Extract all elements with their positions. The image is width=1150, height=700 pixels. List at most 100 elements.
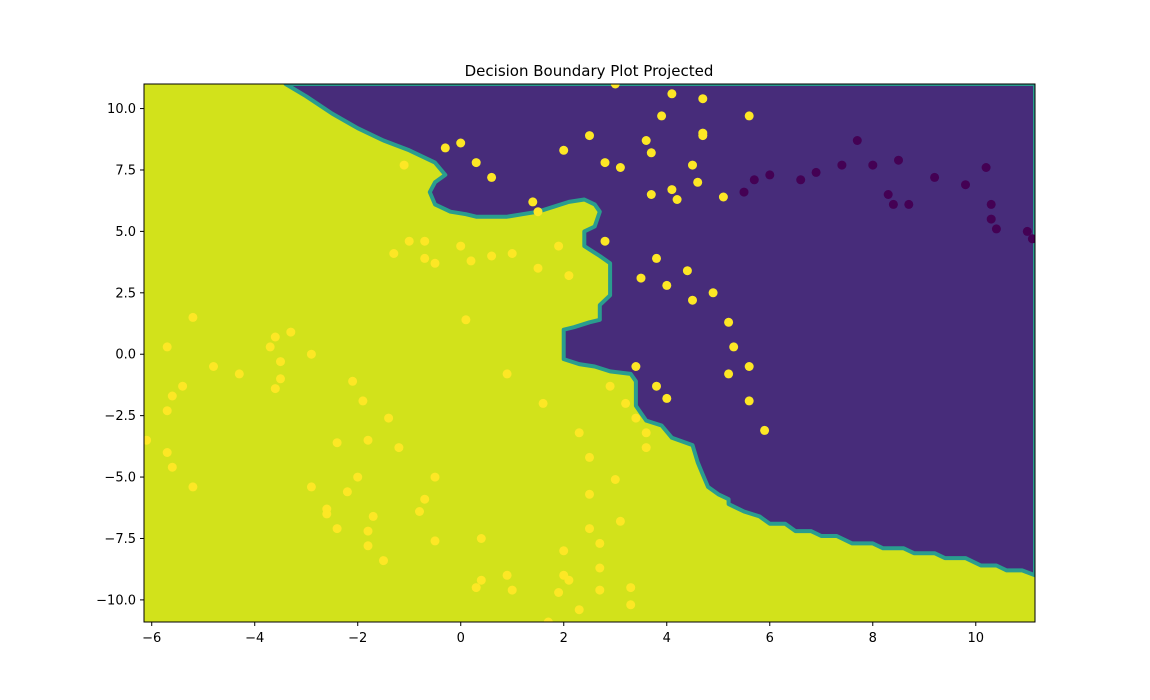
class-1-point [420, 494, 430, 504]
class-1-point [332, 524, 342, 534]
class-1-point [631, 362, 641, 371]
class-1-point [471, 158, 481, 168]
class-0-point [796, 175, 806, 185]
class-1-point [379, 556, 388, 566]
class-1-point [270, 384, 280, 394]
class-1-point [708, 288, 718, 298]
class-1-point [507, 585, 517, 595]
class-1-point [348, 376, 358, 386]
class-1-point [456, 138, 466, 148]
class-1-point [234, 369, 244, 379]
class-1-point [270, 332, 280, 342]
class-1-point [502, 570, 512, 580]
y-tick-label: 2.5 [115, 286, 136, 301]
class-0-point [852, 136, 862, 145]
class-1-point [600, 236, 610, 246]
class-1-point [430, 536, 440, 546]
class-1-point [178, 381, 188, 391]
class-1-point [487, 251, 497, 261]
class-1-point [585, 489, 594, 499]
class-1-point [667, 185, 677, 195]
class-1-point [744, 362, 754, 371]
class-1-point [636, 273, 646, 283]
class-1-point [415, 507, 424, 516]
class-0-point [1022, 226, 1032, 236]
class-1-point [605, 381, 615, 391]
class-1-point [698, 131, 708, 141]
class-0-point [811, 167, 821, 177]
class-1-point [615, 516, 625, 526]
class-0-point [981, 163, 991, 172]
class-1-point [574, 428, 584, 438]
class-1-point [595, 538, 605, 548]
class-0-point [991, 224, 1001, 234]
x-tick-label: −2 [348, 631, 367, 646]
scatter-points [144, 84, 1035, 622]
class-1-point [276, 357, 285, 367]
class-1-point [538, 398, 548, 408]
class-1-point [554, 241, 564, 251]
class-1-point [600, 158, 610, 168]
class-1-point [564, 271, 574, 281]
class-1-point [265, 342, 275, 352]
class-1-point [698, 94, 708, 104]
class-1-point [471, 583, 481, 593]
class-1-point [533, 207, 543, 217]
class-0-point [765, 170, 775, 180]
class-1-point [682, 266, 692, 276]
class-1-point [358, 396, 368, 406]
class-0-point [837, 160, 847, 170]
class-1-point [399, 160, 409, 170]
class-1-point [610, 475, 620, 484]
class-1-point [528, 197, 538, 207]
class-1-point [672, 195, 682, 204]
class-1-point [461, 315, 471, 325]
class-0-point [888, 199, 898, 209]
class-1-point [368, 511, 378, 521]
class-1-point [595, 563, 605, 573]
class-1-point [533, 263, 543, 273]
class-1-point [342, 487, 352, 497]
class-1-point [641, 443, 651, 453]
class-1-point [188, 312, 198, 322]
class-1-point [476, 575, 486, 585]
class-1-point [626, 600, 636, 610]
class-1-point [615, 163, 625, 172]
class-1-point [693, 177, 703, 187]
class-1-point [440, 143, 450, 153]
class-1-point [420, 236, 430, 246]
class-1-point [144, 435, 152, 445]
class-1-point [487, 172, 497, 182]
class-1-point [610, 84, 620, 89]
class-0-point [1027, 234, 1035, 244]
class-1-point [306, 349, 316, 359]
class-0-regions [283, 84, 1035, 578]
class-1-point [507, 249, 517, 258]
class-1-point [662, 280, 672, 290]
class-1-point [162, 406, 172, 416]
class-1-point [760, 425, 770, 435]
class-1-point [363, 435, 373, 445]
x-axis-ticks: −6 −4 −2 0 2 4 6 8 10 [142, 622, 984, 646]
class-0-point [749, 175, 759, 185]
y-tick-label: 10.0 [107, 102, 136, 117]
class-1-point [167, 391, 177, 401]
class-1-point [718, 192, 728, 202]
class-0-region-0 [283, 84, 1035, 578]
class-0-point [930, 172, 940, 182]
plot-area [144, 84, 1035, 622]
class-1-point [384, 413, 394, 423]
class-1-point [209, 362, 218, 371]
class-1-point [688, 295, 697, 305]
class-1-point [641, 136, 651, 145]
class-1-point [363, 541, 373, 551]
class-1-point [420, 253, 430, 263]
y-tick-label: −10.0 [96, 593, 136, 608]
class-1-point [456, 241, 466, 251]
class-0-point [894, 155, 903, 165]
class-1-point [744, 111, 754, 121]
class-1-point [543, 617, 553, 622]
class-1-point [559, 546, 569, 556]
class-1-point [162, 448, 172, 457]
class-1-point [585, 452, 594, 462]
